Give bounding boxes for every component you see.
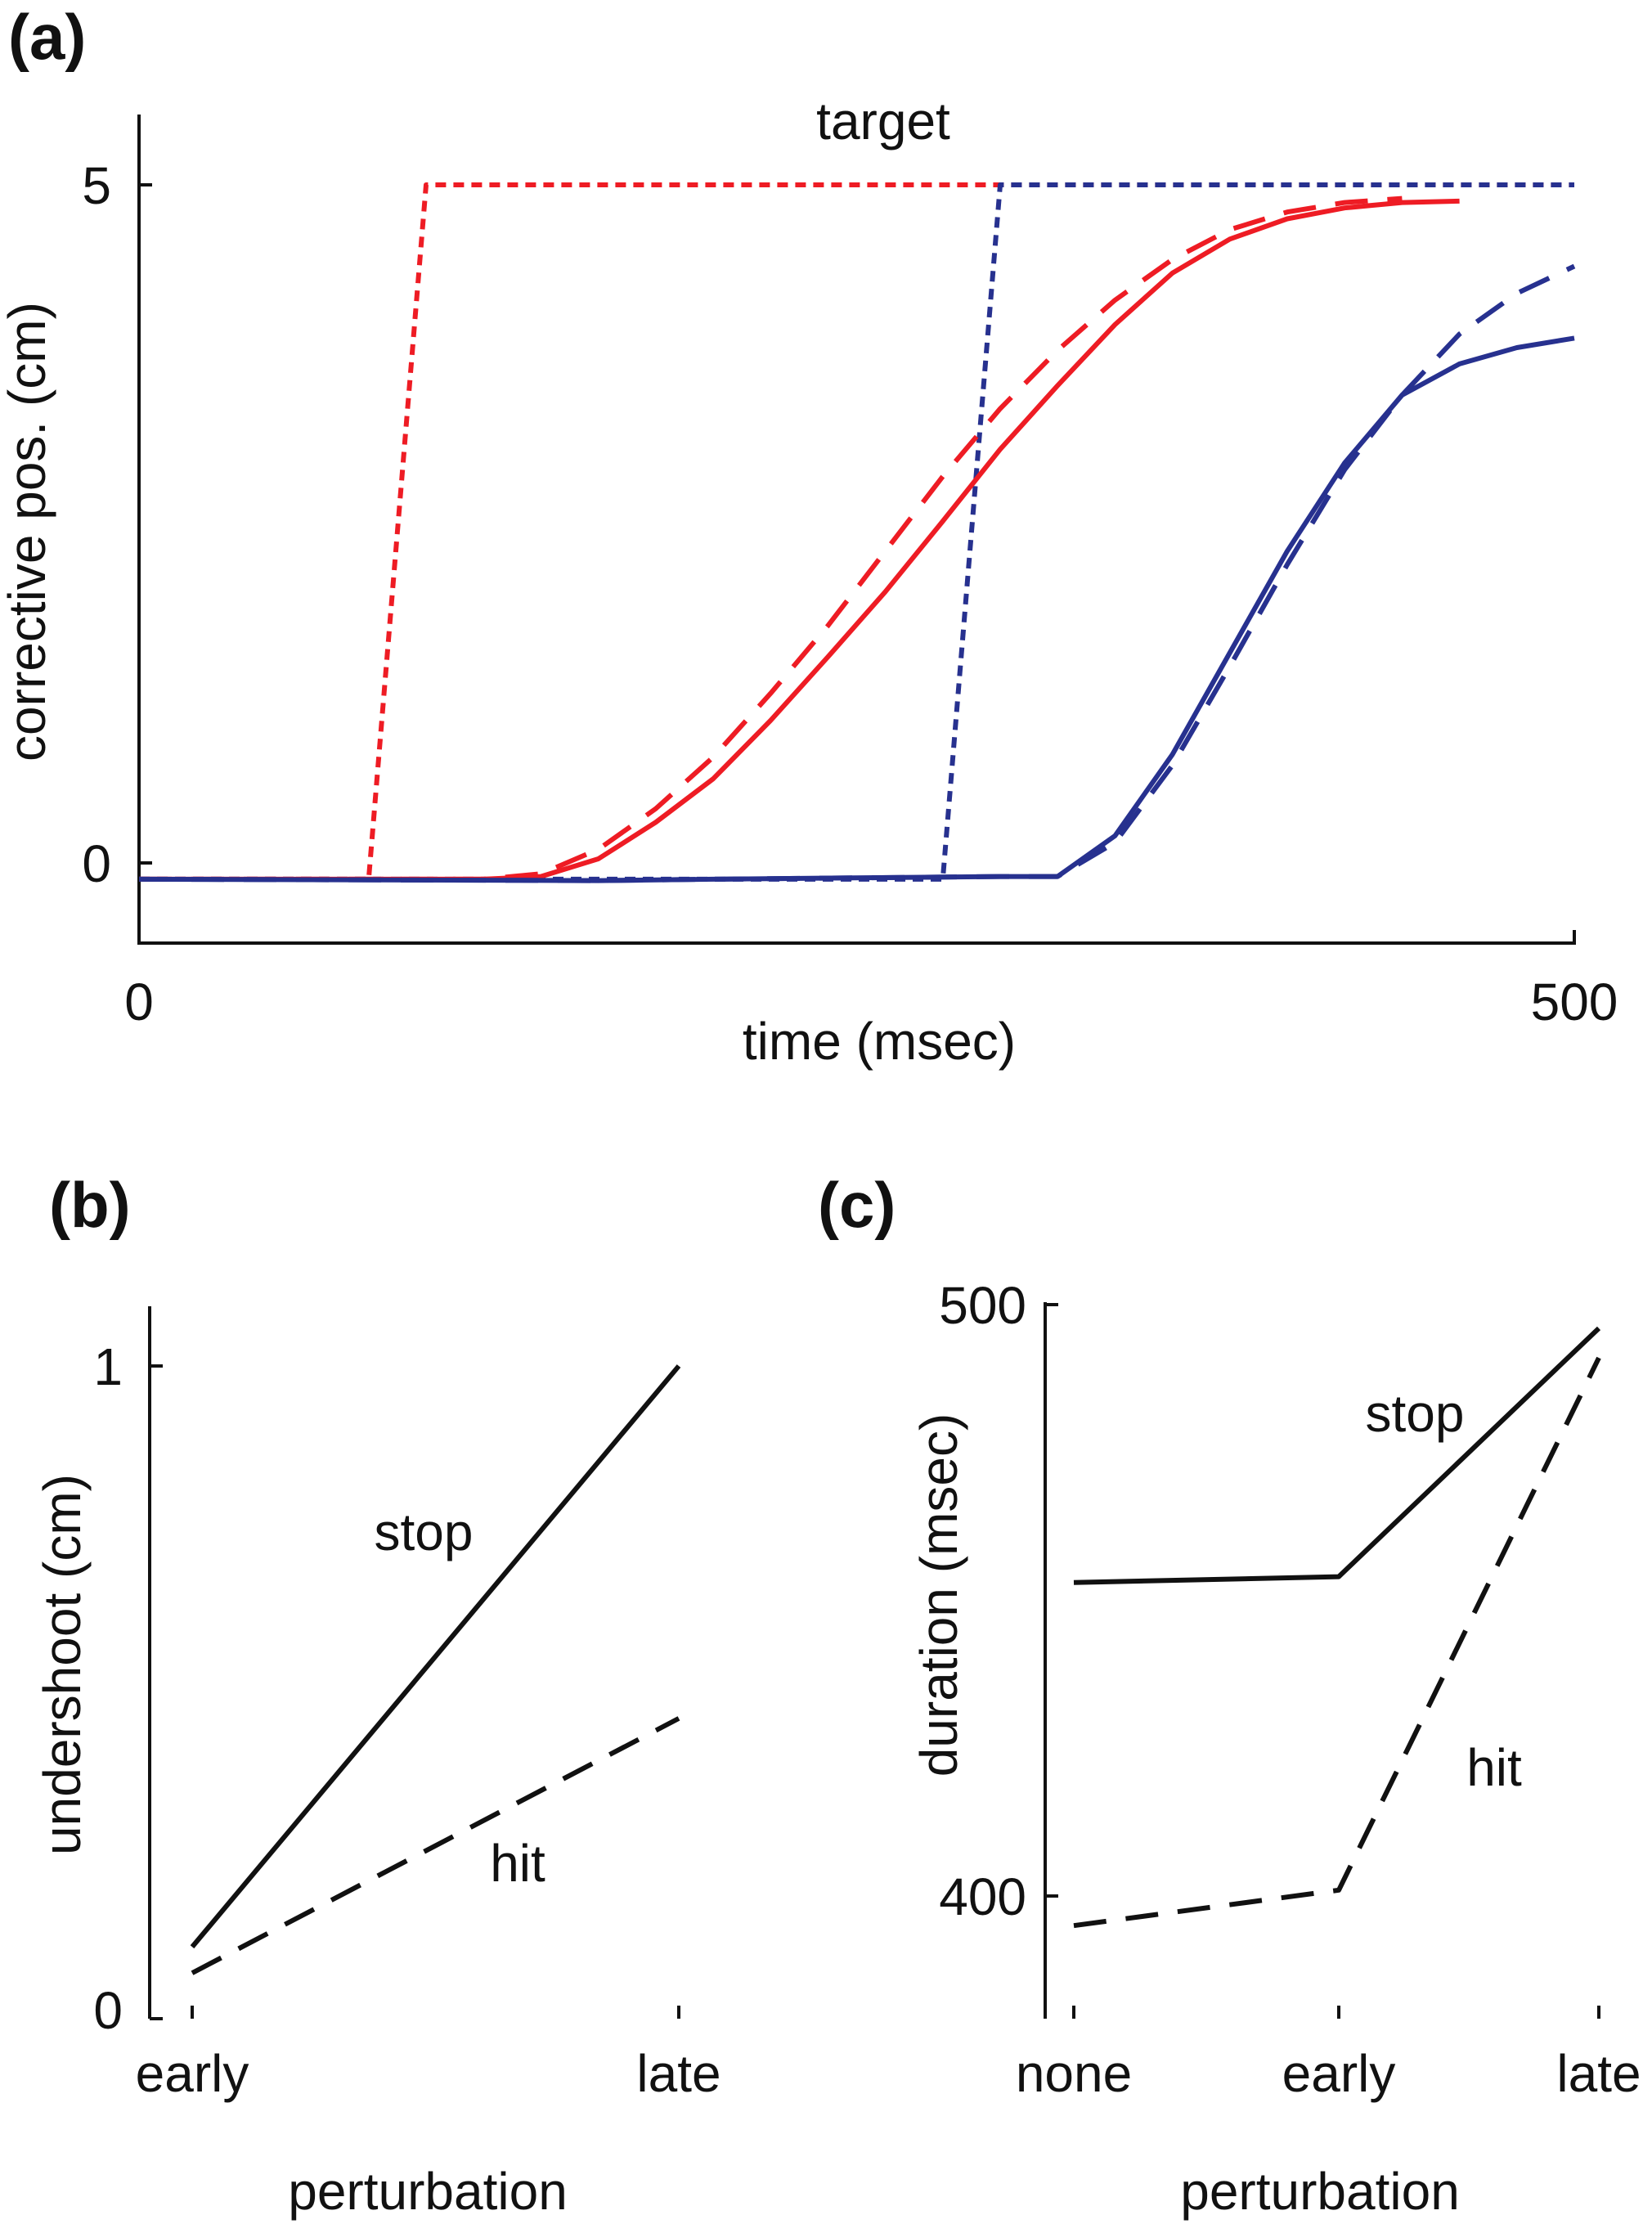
panel-a-series-solid-4	[138, 335, 1575, 883]
panel-b-series-hit-dashed-1	[191, 1716, 680, 1975]
panel-a-xlabel: time (msec)	[743, 1012, 1016, 1071]
panel-c-ytick-label-500: 500	[939, 1276, 1026, 1335]
panel-a-ylabel: corrective pos. (cm)	[0, 302, 56, 762]
panel-c-annotation-hit: hit	[1466, 1738, 1522, 1797]
panel-b-series-stop-solid-0	[190, 1364, 681, 1949]
panel-b-chart: 0 1 early late perturbation undershoot (…	[33, 1306, 721, 2221]
panel-label-a: (a)	[8, 1, 86, 73]
panel-b-ytick-label-0: 0	[93, 1981, 123, 2040]
panel-b-annotation-stop: stop	[375, 1503, 474, 1561]
panel-a-xtick-label-500: 500	[1531, 973, 1618, 1031]
panel-b-xtick-label-late: late	[636, 2044, 721, 2103]
panel-c-series-stop-solid-0	[1073, 1326, 1601, 1585]
panel-c-xtick-label-early: early	[1282, 2044, 1396, 2103]
panel-c-ytick-label-400: 400	[939, 1867, 1026, 1926]
panel-b-annotation-hit: hit	[490, 1834, 545, 1893]
panel-a-chart: 0 5 0 500 time (msec) corrective pos. (c…	[0, 92, 1618, 1071]
panel-b-xtick-label-early: early	[136, 2044, 249, 2103]
panel-b-ylabel: undershoot (cm)	[33, 1474, 92, 1855]
panel-c-series-hit-dashed-1	[1073, 1356, 1601, 1929]
panel-c-xtick-label-none: none	[1016, 2044, 1132, 2103]
panel-a-ytick-label-0: 0	[82, 834, 111, 893]
panel-c-xtick-label-late: late	[1556, 2044, 1641, 2103]
panel-a-series-dashed-5	[138, 263, 1576, 883]
panel-a-series-dotted-1	[139, 182, 1574, 882]
panel-c-xlabel: perturbation	[1180, 2162, 1460, 2221]
panel-c-series-group	[1073, 1326, 1601, 1929]
panel-a-axes	[137, 115, 1576, 945]
panel-c-ylabel: duration (msec)	[909, 1413, 968, 1777]
panel-a-series-solid-2	[139, 198, 1460, 882]
panel-c-annotation-stop: stop	[1366, 1384, 1465, 1443]
panel-c-chart: 500 400 none early late perturbation dur…	[909, 1276, 1641, 2221]
panel-label-b: (b)	[49, 1169, 131, 1241]
panel-a-xtick-label-0: 0	[124, 973, 154, 1031]
panel-b-series-group	[190, 1364, 681, 1975]
panel-a-ytick-label-5: 5	[82, 156, 111, 215]
panel-b-xlabel: perturbation	[288, 2162, 568, 2221]
panel-a-series-dotted-0	[139, 182, 1574, 882]
panel-a-annotation-target: target	[816, 92, 950, 151]
panel-b-ytick-label-1: 1	[93, 1337, 123, 1396]
panel-a-series-group	[138, 182, 1576, 883]
panel-label-c: (c)	[818, 1169, 896, 1241]
panel-a-series-dashed-3	[139, 195, 1403, 882]
